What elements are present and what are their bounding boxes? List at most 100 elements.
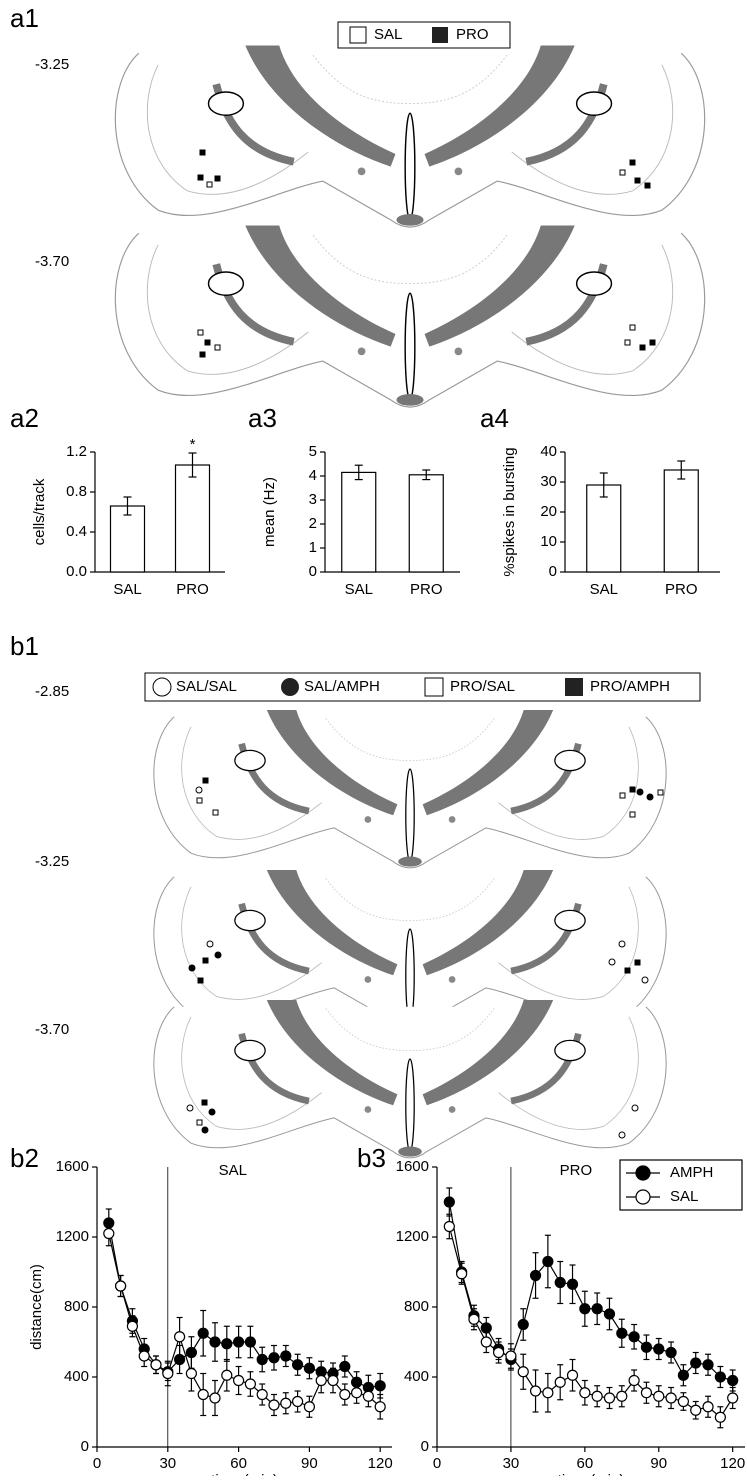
chart-title: SAL <box>219 1162 247 1179</box>
data-point <box>517 1366 529 1378</box>
y-tick-label: 0 <box>309 563 317 580</box>
data-point <box>244 1336 256 1348</box>
data-point <box>268 1352 280 1364</box>
section-level: -3.25 <box>35 853 69 870</box>
data-point <box>640 1387 653 1399</box>
y-tick-label: 30 <box>540 473 557 490</box>
data-point <box>362 1390 374 1402</box>
y-tick-label: 0 <box>549 563 557 580</box>
legend-swatch <box>349 26 367 44</box>
x-tick-label: 0 <box>93 1455 101 1472</box>
panel-label: a2 <box>10 403 39 433</box>
data-point <box>566 1369 579 1381</box>
brain-section <box>115 45 704 227</box>
bar <box>174 464 211 573</box>
data-point <box>542 1387 554 1399</box>
y-axis-label: distance(cm) <box>28 1264 45 1350</box>
y-tick-label: 1.2 <box>66 443 87 460</box>
data-point <box>233 1336 245 1348</box>
chart-title: PRO <box>560 1162 593 1179</box>
y-tick-label: 5 <box>309 443 317 460</box>
legend-swatch <box>424 677 444 697</box>
legend-swatch <box>635 1189 651 1205</box>
legend-label: SAL/SAL <box>176 678 237 695</box>
x-tick-label: PRO <box>176 581 209 598</box>
data-point <box>209 1336 221 1348</box>
y-tick-label: 20 <box>540 503 557 520</box>
data-point <box>517 1318 529 1331</box>
data-point <box>280 1350 292 1362</box>
y-tick-label: 3 <box>309 491 317 508</box>
legend-swatch <box>432 27 448 43</box>
y-tick-label: 400 <box>404 1368 429 1385</box>
legend-label: SAL/AMPH <box>304 678 380 695</box>
y-tick-label: 10 <box>540 533 557 550</box>
data-point <box>665 1392 677 1404</box>
data-point <box>591 1390 603 1402</box>
data-point <box>339 1360 351 1373</box>
data-point <box>197 1327 209 1339</box>
y-tick-label: 4 <box>309 467 317 484</box>
data-point <box>292 1395 304 1408</box>
data-point <box>185 1367 197 1380</box>
data-point <box>702 1359 714 1371</box>
data-point <box>244 1378 256 1390</box>
data-point <box>327 1374 339 1387</box>
brain-section <box>154 710 666 868</box>
x-tick-label: 120 <box>368 1455 393 1472</box>
x-tick-label: SAL <box>345 581 373 598</box>
x-axis-label: time (min) <box>558 1472 625 1476</box>
bar <box>408 474 444 573</box>
y-tick-label: 0.0 <box>66 563 87 580</box>
data-point <box>529 1269 542 1282</box>
data-point <box>114 1280 127 1292</box>
y-tick-label: 0 <box>81 1438 89 1455</box>
x-tick-label: 90 <box>650 1455 667 1472</box>
data-point <box>702 1401 714 1413</box>
data-point <box>603 1392 616 1404</box>
bar <box>663 469 699 573</box>
panel-label: a3 <box>248 403 277 433</box>
x-tick-label: SAL <box>113 581 141 598</box>
data-point <box>616 1390 628 1402</box>
data-point <box>126 1320 138 1332</box>
bar <box>109 505 146 573</box>
data-point <box>727 1374 739 1387</box>
legend-label: PRO <box>456 26 489 43</box>
y-tick-label: 1600 <box>396 1158 429 1175</box>
section-level: -3.25 <box>35 56 69 73</box>
y-axis-label: %spikes in bursting <box>501 447 518 576</box>
data-point <box>256 1353 268 1366</box>
legend-label: PRO/SAL <box>450 678 515 695</box>
legend-swatch <box>635 1165 651 1181</box>
panel-label: b1 <box>10 631 39 661</box>
data-point <box>374 1380 386 1392</box>
data-point <box>468 1313 480 1325</box>
data-point <box>579 1303 591 1315</box>
legend-label: SAL <box>374 26 402 43</box>
data-point <box>138 1350 150 1362</box>
data-point <box>554 1376 566 1388</box>
y-tick-label: 1 <box>309 539 317 556</box>
data-point <box>339 1388 351 1401</box>
data-point <box>162 1367 174 1380</box>
legend-box <box>144 672 701 702</box>
legend-swatch <box>281 678 299 696</box>
data-point <box>714 1371 726 1383</box>
data-point <box>640 1341 653 1353</box>
data-point <box>280 1397 292 1409</box>
legend-label: PRO/AMPH <box>590 678 670 695</box>
bar <box>586 484 622 573</box>
brain-section <box>154 1000 666 1158</box>
data-point <box>351 1387 363 1399</box>
panel-label: b2 <box>10 1143 39 1173</box>
data-point <box>690 1357 702 1369</box>
y-axis-label: mean (Hz) <box>261 477 278 547</box>
x-tick-label: 0 <box>433 1455 441 1472</box>
data-point <box>292 1359 304 1371</box>
cell-markers <box>186 777 664 1139</box>
panel-label: b3 <box>357 1143 386 1173</box>
x-tick-label: 90 <box>301 1455 318 1472</box>
data-point <box>493 1346 505 1359</box>
x-tick-label: PRO <box>410 581 443 598</box>
